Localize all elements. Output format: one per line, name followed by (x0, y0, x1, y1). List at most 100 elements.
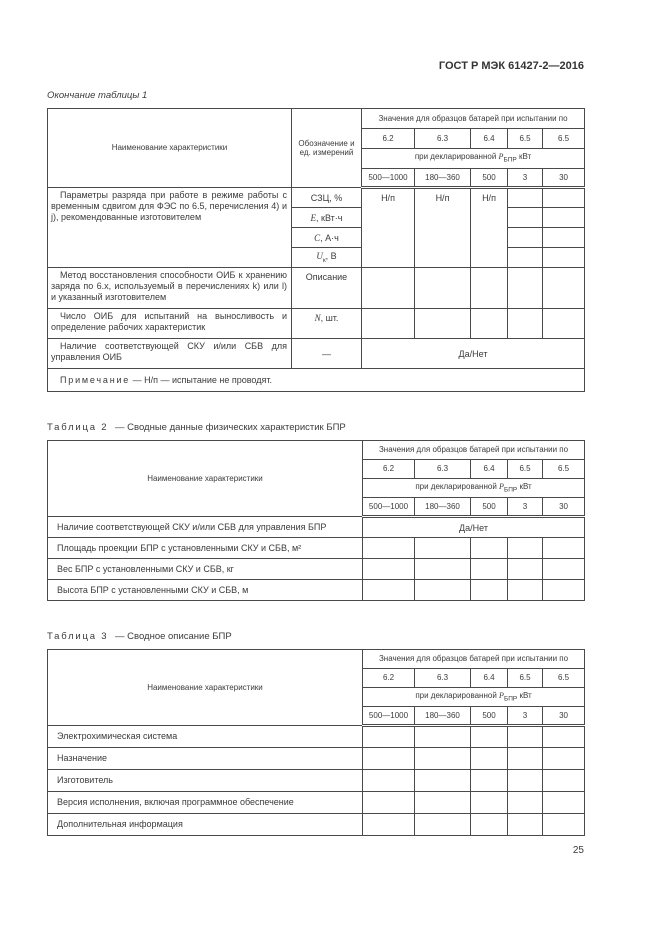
declared-unit: кВт (519, 690, 532, 700)
empty-value-cell (470, 537, 508, 559)
char-name-cell: Изготовитель (47, 769, 363, 792)
yesno-cell: Да/Нет (361, 516, 586, 538)
char-name-cell: Дополнительная информация (47, 813, 363, 836)
empty-value-cell (507, 187, 543, 208)
empty-value-cell (507, 207, 543, 228)
empty-value-cell (541, 791, 586, 814)
empty-value-cell (541, 207, 586, 228)
note-text: — Н/п — испытание не проводят. (132, 375, 272, 385)
char-name-cell: Наличие соответствующей СКУ и/или СБВ дл… (47, 338, 292, 369)
empty-value-cell (470, 308, 508, 339)
empty-value-cell (361, 308, 415, 339)
t3-test-col-header: 6.4 (470, 668, 508, 688)
empty-value-cell (507, 791, 543, 814)
power-symbol: P (499, 690, 504, 700)
char-name-cell: Электрохимическая система (47, 725, 363, 748)
empty-value-cell (362, 791, 415, 814)
t2-declared-power-header: при декларированной PБПР кВт (361, 478, 586, 498)
t1-test-col-header: 6.5 (541, 128, 586, 149)
empty-value-cell (507, 725, 543, 748)
char-name-cell: Число ОИБ для испытаний на выносливость … (47, 308, 292, 339)
t3-power-col-header: 500—1000 (362, 706, 415, 727)
t1-declared-power-header: при декларированной PБПР кВт (360, 148, 586, 169)
power-subscript: БПР (503, 486, 518, 494)
empty-value-cell (414, 308, 471, 339)
empty-value-cell (470, 747, 508, 770)
t2-test-col-header: 6.5 (507, 459, 543, 479)
t3-header-name-col: Наименование характеристики (47, 649, 363, 726)
designation-cell: N, шт. (291, 308, 362, 339)
empty-value-cell (414, 791, 471, 814)
empty-value-cell (470, 558, 508, 580)
t1-power-col-header: 500—1000 (361, 168, 415, 189)
designation-cell: Описание (291, 267, 362, 309)
char-name-cell: Наличие соответствующей СКУ и/или СБВ дл… (47, 516, 363, 538)
empty-value-cell (470, 769, 508, 792)
doc-header: ГОСТ Р МЭК 61427-2—2016 (438, 60, 584, 72)
t1-test-col-header: 6.4 (470, 128, 508, 149)
empty-value-cell (470, 791, 508, 814)
empty-value-cell (362, 537, 415, 559)
value-cell-na: Н/п (361, 187, 415, 268)
char-name-cell: Параметры разряда при работе в режиме ра… (47, 187, 292, 268)
empty-value-cell (414, 267, 471, 309)
declared-prefix: при декларированной (414, 152, 497, 162)
table-2: Наименование характеристики Значения для… (47, 440, 586, 601)
empty-value-cell (470, 725, 508, 748)
t2-test-col-header: 6.5 (541, 459, 586, 479)
t1-test-col-header: 6.5 (507, 128, 543, 149)
empty-value-cell (507, 579, 543, 601)
t2-test-col-header: 6.2 (362, 459, 415, 479)
table-3: Наименование характеристики Значения для… (47, 649, 586, 836)
declared-prefix: при декларированной (415, 690, 497, 700)
t3-power-col-header: 180—360 (414, 706, 471, 727)
t1-power-col-header: 30 (541, 168, 586, 189)
t2-power-col-header: 3 (507, 497, 543, 518)
empty-value-cell (470, 267, 508, 309)
empty-value-cell (541, 247, 586, 268)
designation-cell: СЗЦ, % (291, 187, 362, 208)
char-name-cell: Вес БПР с установленными СКУ и СБВ, кг (47, 558, 363, 580)
empty-value-cell (362, 558, 415, 580)
empty-value-cell (541, 813, 586, 836)
t3-test-col-header: 6.2 (362, 668, 415, 688)
value-cell-na: Н/п (414, 187, 471, 268)
empty-value-cell (541, 769, 586, 792)
empty-value-cell (541, 537, 586, 559)
t2-power-col-header: 30 (541, 497, 586, 518)
table2-caption: Таблица 2 — Сводные данные физических ха… (47, 422, 346, 433)
power-symbol: P (498, 152, 504, 162)
empty-value-cell (362, 769, 415, 792)
t3-declared-power-header: при декларированной PБПР кВт (361, 687, 586, 707)
empty-value-cell (414, 558, 471, 580)
char-name-cell: Назначение (47, 747, 363, 770)
t3-test-col-header: 6.3 (414, 668, 471, 688)
empty-value-cell (541, 187, 586, 208)
empty-value-cell (541, 227, 586, 248)
t2-header-name-col: Наименование характеристики (47, 440, 363, 517)
designation-cell: E, кВт·ч (291, 207, 362, 228)
designation-cell: — (291, 338, 362, 369)
t2-test-col-header: 6.3 (414, 459, 471, 479)
empty-value-cell (362, 747, 415, 770)
designation-cell: C, А·ч (291, 227, 362, 248)
t2-power-col-header: 180—360 (414, 497, 471, 518)
empty-value-cell (362, 725, 415, 748)
empty-value-cell (362, 813, 415, 836)
t2-power-col-header: 500—1000 (362, 497, 415, 518)
empty-value-cell (470, 813, 508, 836)
empty-value-cell (507, 537, 543, 559)
empty-value-cell (507, 747, 543, 770)
empty-value-cell (362, 579, 415, 601)
empty-value-cell (507, 267, 543, 309)
t3-test-col-header: 6.5 (507, 668, 543, 688)
empty-value-cell (541, 308, 586, 339)
t3-power-col-header: 3 (507, 706, 543, 727)
t1-test-col-header: 6.2 (361, 128, 415, 149)
declared-unit: кВт (518, 152, 532, 162)
char-name-cell: Высота БПР с установленными СКУ и СБВ, м (47, 579, 363, 601)
empty-value-cell (507, 558, 543, 580)
empty-value-cell (414, 579, 471, 601)
table-1: Наименование характеристики Обозначение … (46, 108, 586, 392)
empty-value-cell (541, 267, 586, 309)
